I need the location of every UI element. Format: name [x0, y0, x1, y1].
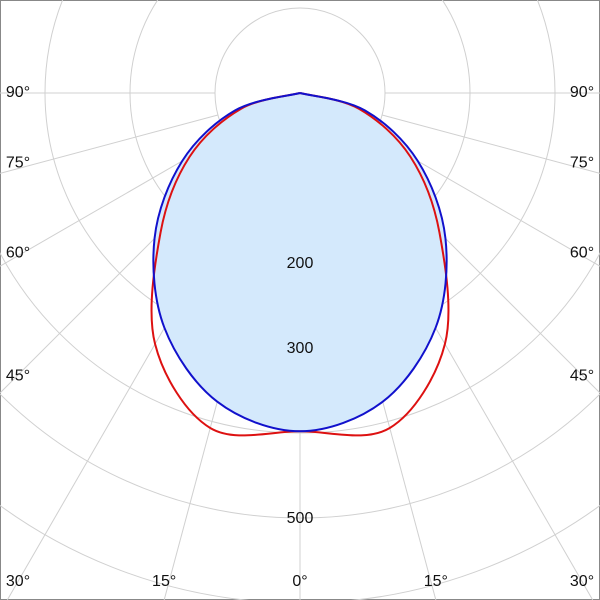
- angle-label: 15°: [152, 573, 176, 590]
- angle-label: 60°: [6, 244, 30, 261]
- r-tick-label: 500: [287, 510, 314, 527]
- curve-fill: [300, 93, 447, 432]
- angle-label: 60°: [570, 244, 594, 261]
- angle-label: 0°: [292, 573, 307, 590]
- angle-label: 45°: [6, 367, 30, 384]
- angle-label: 30°: [570, 573, 594, 590]
- angle-label: 75°: [6, 154, 30, 171]
- curve-fill: [153, 93, 300, 432]
- curve: [150, 92, 301, 437]
- angle-label: 75°: [570, 154, 594, 171]
- r-tick-label: 200: [287, 255, 314, 272]
- grid-spoke: [381, 114, 600, 174]
- curve: [152, 92, 301, 433]
- angle-label: 90°: [570, 84, 594, 101]
- r-tick-label: 300: [287, 340, 314, 357]
- curves: [150, 92, 450, 437]
- angle-label: 15°: [424, 573, 448, 590]
- angle-label: 30°: [6, 573, 30, 590]
- curve: [299, 92, 448, 433]
- grid-spoke: [0, 114, 219, 174]
- angle-label: 45°: [570, 367, 594, 384]
- angle-label: 90°: [6, 84, 30, 101]
- curve: [299, 92, 450, 437]
- labels: 0° 15° 15° 30° 30° 45° 45° 60° 60° 75° 75° 90° 90° 20…: [6, 84, 594, 590]
